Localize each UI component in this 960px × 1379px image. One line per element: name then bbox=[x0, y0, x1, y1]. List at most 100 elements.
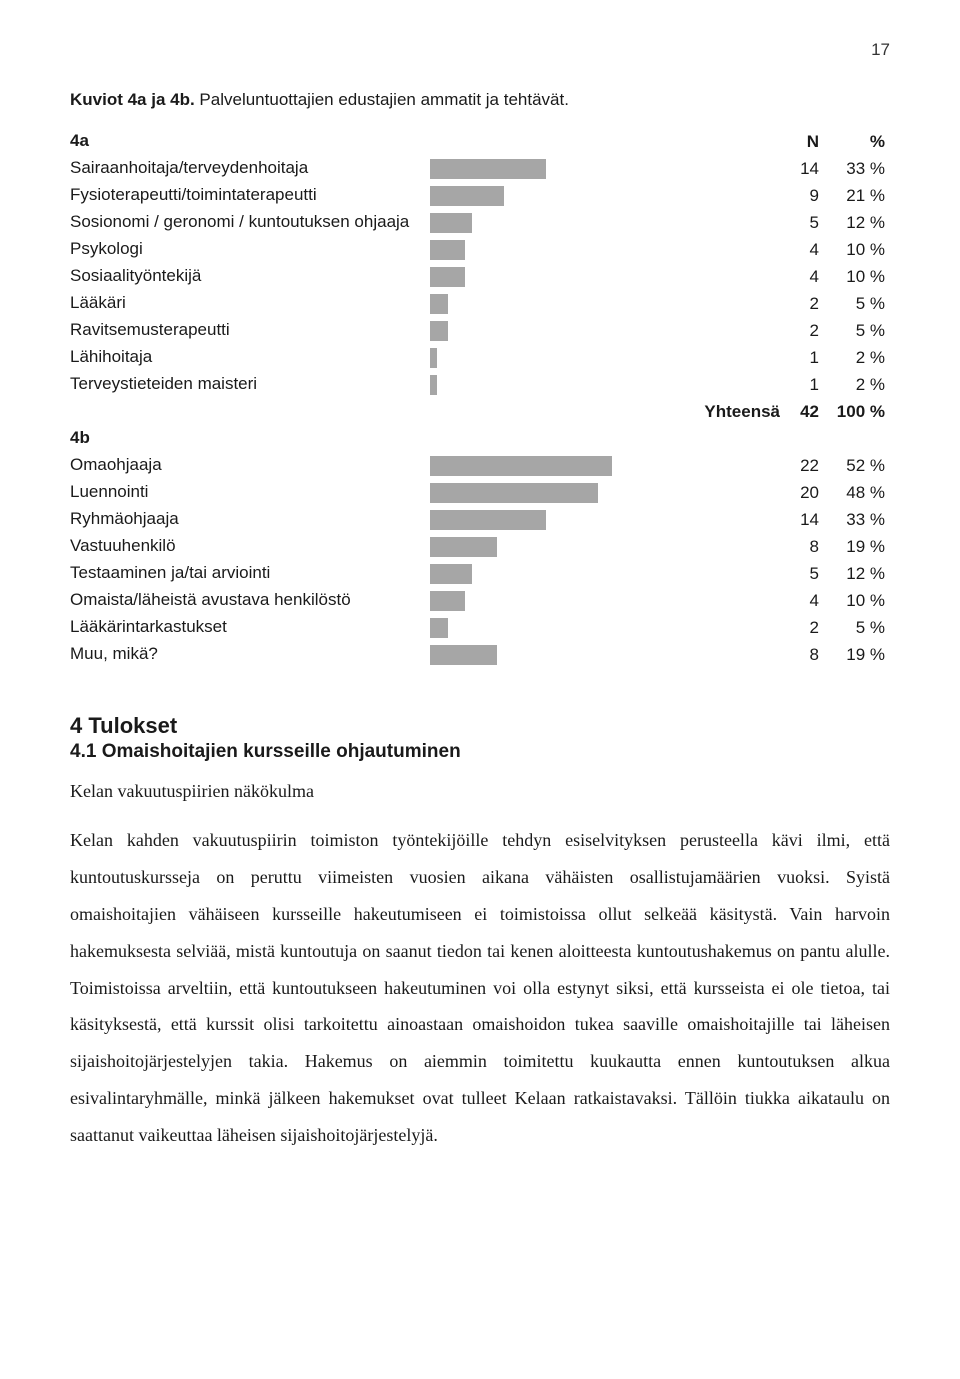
chart-row: Testaaminen ja/tai arviointi 512 % bbox=[70, 560, 890, 587]
chart-row: Terveystieteiden maisteri 12 % bbox=[70, 371, 890, 398]
body-subhead: Kelan vakuutuspiirien näkökulma bbox=[70, 781, 890, 802]
value-pct: 33 % bbox=[825, 159, 885, 179]
row-label: Sairaanhoitaja/terveydenhoitaja bbox=[70, 158, 430, 178]
bar bbox=[430, 213, 472, 233]
row-label: Sosiaalityöntekijä bbox=[70, 266, 430, 286]
chart-header-row-a: 4a N % bbox=[70, 128, 890, 155]
page-number: 17 bbox=[70, 40, 890, 60]
value-n: 22 bbox=[780, 456, 825, 476]
bar bbox=[430, 537, 497, 557]
value-n: 2 bbox=[780, 294, 825, 314]
header-pct: % bbox=[825, 132, 885, 152]
section-subheading: 4.1 Omaishoitajien kursseille ohjautumin… bbox=[70, 741, 890, 763]
value-n: 14 bbox=[780, 159, 825, 179]
value-n: 1 bbox=[780, 375, 825, 395]
section-heading: 4 Tulokset bbox=[70, 713, 890, 739]
bar-wrap bbox=[430, 321, 780, 341]
row-label: Ravitsemusterapeutti bbox=[70, 320, 430, 340]
bar bbox=[430, 618, 448, 638]
row-label: Omaista/läheistä avustava henkilöstö bbox=[70, 590, 430, 610]
bar bbox=[430, 186, 504, 206]
bar bbox=[430, 240, 465, 260]
value-pct: 19 % bbox=[825, 645, 885, 665]
chart-row: Lääkärintarkastukset 25 % bbox=[70, 614, 890, 641]
bar-wrap bbox=[430, 375, 780, 395]
row-label: Lääkärintarkastukset bbox=[70, 617, 430, 637]
bar-wrap bbox=[430, 213, 780, 233]
body-paragraph: Kelan kahden vakuutuspiirin toimiston ty… bbox=[70, 822, 890, 1154]
bar bbox=[430, 294, 448, 314]
value-pct: 33 % bbox=[825, 510, 885, 530]
bar bbox=[430, 321, 448, 341]
row-label: Fysioterapeutti/toimintaterapeutti bbox=[70, 185, 430, 205]
value-pct: 2 % bbox=[825, 348, 885, 368]
bar-wrap bbox=[430, 483, 780, 503]
figure-title-rest: Palveluntuottajien edustajien ammatit ja… bbox=[195, 90, 569, 109]
bar-wrap bbox=[430, 456, 780, 476]
bar bbox=[430, 267, 465, 287]
value-pct: 5 % bbox=[825, 618, 885, 638]
total-n: 42 bbox=[780, 402, 825, 422]
section-b-label: 4b bbox=[70, 428, 430, 448]
bar-wrap bbox=[430, 240, 780, 260]
value-pct: 21 % bbox=[825, 186, 885, 206]
figure-title: Kuviot 4a ja 4b. Palveluntuottajien edus… bbox=[70, 90, 890, 110]
chart-row: Omaohjaaja 2252 % bbox=[70, 452, 890, 479]
value-pct: 10 % bbox=[825, 591, 885, 611]
bar-wrap bbox=[430, 618, 780, 638]
value-pct: 12 % bbox=[825, 564, 885, 584]
chart-row: Muu, mikä? 819 % bbox=[70, 641, 890, 668]
chart-row: Luennointi 2048 % bbox=[70, 479, 890, 506]
header-n: N bbox=[780, 132, 825, 152]
rows-b: Omaohjaaja 2252 % Luennointi 2048 % Ryhmäohj… bbox=[70, 452, 890, 668]
bar-wrap bbox=[430, 645, 780, 665]
bar bbox=[430, 159, 546, 179]
value-pct: 10 % bbox=[825, 267, 885, 287]
chart-row: Lääkäri25 % bbox=[70, 290, 890, 317]
row-label: Ryhmäohjaaja bbox=[70, 509, 430, 529]
row-label: Luennointi bbox=[70, 482, 430, 502]
value-n: 20 bbox=[780, 483, 825, 503]
value-pct: 5 % bbox=[825, 321, 885, 341]
chart-row: Ryhmäohjaaja1433 % bbox=[70, 506, 890, 533]
chart-header-row-b: 4b bbox=[70, 425, 890, 452]
total-row: Yhteensä 42 100 % bbox=[70, 398, 890, 425]
value-n: 8 bbox=[780, 537, 825, 557]
row-label: Omaohjaaja bbox=[70, 455, 430, 475]
row-label: Terveystieteiden maisteri bbox=[70, 374, 430, 394]
row-label: Psykologi bbox=[70, 239, 430, 259]
value-pct: 2 % bbox=[825, 375, 885, 395]
value-n: 8 bbox=[780, 645, 825, 665]
bar bbox=[430, 591, 465, 611]
total-pct: 100 % bbox=[825, 402, 885, 422]
bar bbox=[430, 510, 546, 530]
chart-row: Omaista/läheistä avustava henkilöstö 410 … bbox=[70, 587, 890, 614]
bar bbox=[430, 456, 612, 476]
section-a-label: 4a bbox=[70, 131, 430, 151]
value-n: 4 bbox=[780, 591, 825, 611]
value-n: 5 bbox=[780, 564, 825, 584]
chart-row: Ravitsemusterapeutti25 % bbox=[70, 317, 890, 344]
bar-wrap bbox=[430, 591, 780, 611]
bar bbox=[430, 348, 437, 368]
bar bbox=[430, 483, 598, 503]
value-pct: 48 % bbox=[825, 483, 885, 503]
value-pct: 12 % bbox=[825, 213, 885, 233]
row-label: Testaaminen ja/tai arviointi bbox=[70, 563, 430, 583]
chart-row: Psykologi410 % bbox=[70, 236, 890, 263]
value-pct: 52 % bbox=[825, 456, 885, 476]
chart-row: Lähihoitaja12 % bbox=[70, 344, 890, 371]
value-n: 9 bbox=[780, 186, 825, 206]
bar-wrap bbox=[430, 510, 780, 530]
row-label: Vastuuhenkilö bbox=[70, 536, 430, 556]
value-n: 2 bbox=[780, 618, 825, 638]
bar-wrap bbox=[430, 159, 780, 179]
row-label: Muu, mikä? bbox=[70, 644, 430, 664]
chart-row: Fysioterapeutti/toimintaterapeutti 921 % bbox=[70, 182, 890, 209]
bar-wrap bbox=[430, 267, 780, 287]
value-pct: 10 % bbox=[825, 240, 885, 260]
bar bbox=[430, 375, 437, 395]
total-label: Yhteensä bbox=[704, 402, 780, 421]
chart-row: Sosiaalityöntekijä410 % bbox=[70, 263, 890, 290]
chart-row: Vastuuhenkilö819 % bbox=[70, 533, 890, 560]
